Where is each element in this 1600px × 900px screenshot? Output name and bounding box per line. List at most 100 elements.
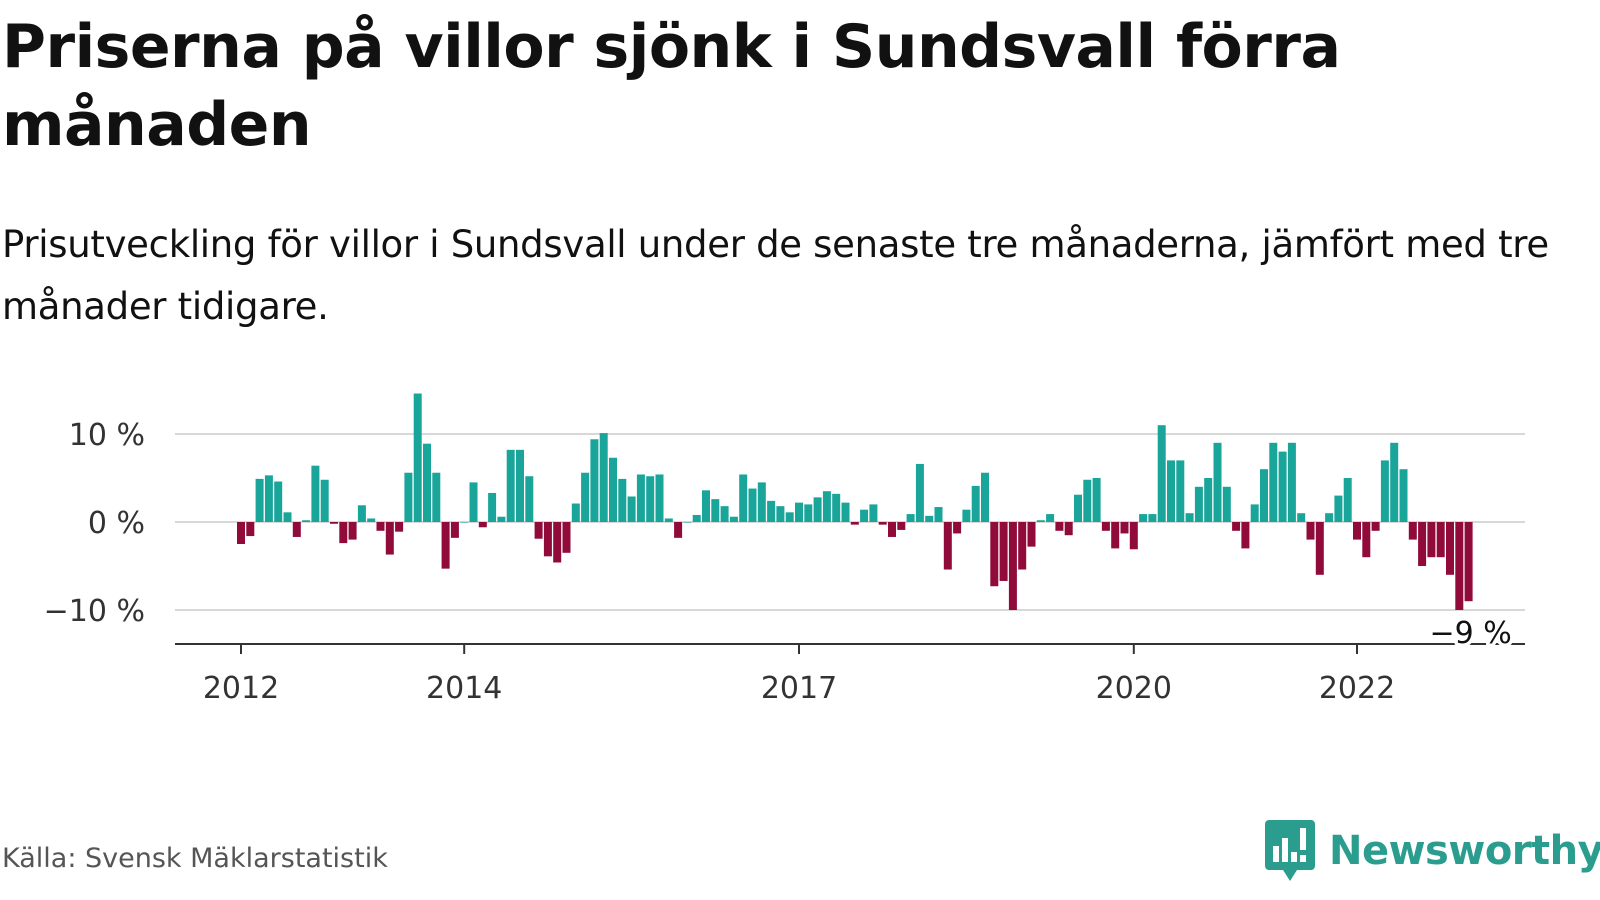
bar	[1399, 469, 1408, 522]
bar	[1390, 442, 1399, 522]
x-tick-label: 2017	[761, 671, 837, 706]
bar	[571, 503, 580, 522]
bar	[1129, 522, 1138, 550]
bar	[1185, 513, 1194, 522]
bar	[1167, 460, 1175, 522]
bar	[711, 499, 720, 522]
bar	[1101, 522, 1110, 531]
bar	[1092, 478, 1101, 522]
bar	[516, 449, 524, 522]
bar	[1380, 460, 1389, 522]
bar	[1306, 522, 1315, 540]
bar	[264, 475, 273, 522]
bar	[841, 502, 850, 522]
bar	[1036, 520, 1045, 522]
bar	[1408, 522, 1417, 540]
bar	[1222, 486, 1231, 522]
chart-subtitle: Prisutveckling för villor i Sundsvall un…	[2, 223, 1549, 328]
bar	[609, 457, 617, 522]
bar	[860, 509, 869, 522]
bar	[1232, 522, 1241, 531]
bar	[1334, 495, 1343, 522]
bar	[702, 490, 710, 522]
bar	[1213, 442, 1222, 522]
logo-text: Newsworthy	[1329, 828, 1600, 874]
bar	[367, 518, 376, 522]
bar	[450, 522, 459, 538]
bar-chart: 10 % 0 % −10 % 2012 2014 2017 2020 2022 −9 %−9…	[44, 393, 1525, 706]
bar	[590, 439, 599, 522]
bar	[1260, 469, 1268, 522]
bar	[1455, 522, 1464, 610]
bar	[1427, 522, 1436, 558]
bar	[441, 522, 450, 569]
bar	[1139, 514, 1148, 522]
y-axis-labels: 10 % 0 % −10 %	[44, 418, 145, 629]
bar	[981, 472, 989, 522]
bar	[497, 516, 506, 522]
bar	[413, 393, 422, 522]
chart-title: Priserna på villor sjönk i Sundsvall för…	[2, 12, 1341, 160]
bar	[1027, 522, 1036, 547]
bar	[320, 479, 329, 522]
bar	[776, 506, 785, 522]
bar	[246, 522, 255, 537]
bar	[1120, 522, 1129, 534]
bar	[1008, 522, 1017, 610]
last-value-annotation: −9 %−9 %	[1426, 613, 1515, 655]
bar	[1446, 522, 1454, 575]
bar	[237, 522, 245, 544]
bar	[330, 522, 338, 524]
bar	[999, 522, 1008, 581]
bar	[562, 522, 571, 553]
bar	[348, 522, 357, 540]
bar	[906, 514, 915, 522]
bar	[376, 522, 385, 531]
bar	[1362, 522, 1371, 558]
bar	[878, 522, 887, 525]
bar	[720, 506, 729, 522]
bar	[1250, 504, 1259, 522]
bar	[599, 433, 608, 522]
bar	[506, 449, 515, 522]
source-note: Källa: Svensk Mäklarstatistik	[2, 843, 388, 874]
bar	[1343, 478, 1352, 522]
bar	[729, 516, 738, 522]
bar	[897, 522, 906, 530]
bar	[1046, 514, 1055, 522]
y-tick-label: 0 %	[88, 506, 145, 541]
bar	[534, 522, 543, 539]
bar	[1055, 522, 1064, 531]
bar	[664, 518, 673, 522]
bar	[655, 474, 664, 522]
bar	[925, 515, 934, 522]
bar	[478, 522, 487, 528]
bar	[1269, 442, 1278, 522]
bar	[692, 514, 701, 522]
bar	[543, 522, 552, 557]
bar	[767, 500, 776, 522]
bar	[460, 522, 469, 523]
newsworthy-logo[interactable]: Newsworthy	[1265, 820, 1600, 881]
bar	[1157, 425, 1166, 522]
y-tick-label: −10 %	[44, 594, 145, 629]
bar	[888, 522, 896, 537]
bar	[1176, 460, 1185, 522]
bar	[646, 476, 655, 522]
bar	[636, 474, 645, 522]
bar	[627, 496, 636, 522]
bar	[1325, 513, 1334, 522]
bars	[237, 393, 1473, 610]
bar	[581, 472, 590, 522]
bar	[488, 492, 497, 522]
bar	[1436, 522, 1445, 558]
bar	[1083, 479, 1092, 522]
bar	[525, 476, 534, 522]
bar	[1315, 522, 1324, 575]
bar	[274, 481, 283, 522]
bar	[1194, 486, 1203, 522]
bar	[1371, 522, 1380, 531]
bar	[1148, 514, 1157, 522]
bar	[432, 472, 441, 522]
bar	[618, 478, 627, 522]
